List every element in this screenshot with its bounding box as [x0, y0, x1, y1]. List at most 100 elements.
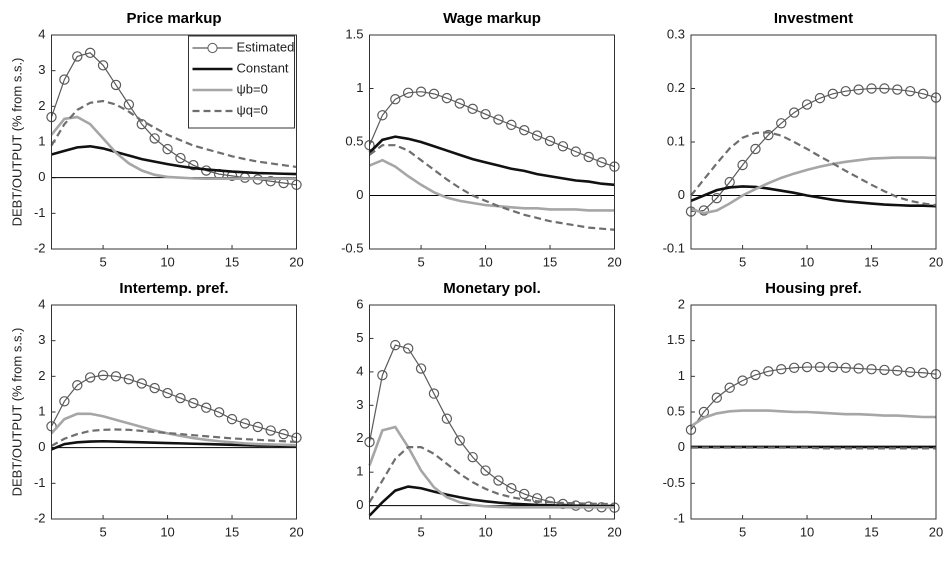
x-tick-label: 15 — [864, 254, 878, 269]
marker — [557, 141, 569, 152]
series-line — [368, 91, 615, 168]
marker — [149, 133, 160, 144]
x-tick-label: 10 — [160, 254, 174, 269]
marker — [853, 84, 864, 95]
axes-box — [369, 304, 615, 520]
panel-title: Wage markup — [443, 10, 541, 27]
series-line — [690, 366, 937, 431]
panel-title: Intertemp. pref. — [119, 280, 228, 297]
x-tick-label: 20 — [289, 254, 303, 269]
y-tick-label: -0.1 — [663, 240, 685, 255]
x-tick-label: 15 — [543, 254, 557, 269]
axes-box — [369, 34, 615, 250]
series-line — [368, 425, 615, 509]
panel: Investment -0.1 0 0.1 0.2 0.3 5 10 15 20 — [663, 10, 944, 269]
marker — [892, 84, 903, 95]
x-tick-label: 20 — [929, 524, 943, 539]
marker — [879, 364, 890, 376]
x-tick-label: 5 — [417, 254, 424, 269]
marker — [201, 402, 212, 413]
series-line — [368, 485, 615, 517]
x-tick-label: 15 — [225, 524, 239, 539]
marker — [879, 83, 890, 94]
panel: Price markup DEBT/OUTPUT (% from s.s.) -2 -… — [9, 10, 303, 269]
y-tick-label: -1 — [34, 205, 46, 220]
marker — [123, 99, 135, 110]
axes-box — [690, 34, 937, 250]
marker — [110, 371, 122, 382]
marker — [596, 157, 607, 168]
marker — [788, 362, 800, 373]
series-line — [50, 115, 297, 181]
marker — [390, 93, 401, 105]
y-tick-label: 2 — [38, 368, 45, 383]
y-tick-label: 1.5 — [667, 332, 685, 347]
marker — [814, 92, 826, 104]
marker — [531, 493, 543, 504]
y-tick-label: 6 — [356, 296, 363, 311]
x-tick-label: 5 — [99, 524, 106, 539]
marker — [866, 83, 877, 94]
y-tick-label: -2 — [34, 510, 46, 525]
marker — [454, 98, 465, 109]
marker — [278, 428, 289, 440]
axes-box — [51, 34, 297, 250]
y-tick-label: 3 — [38, 62, 45, 77]
series-line — [368, 344, 615, 509]
marker — [905, 366, 916, 378]
y-tick-label: 1 — [38, 403, 45, 418]
marker — [59, 396, 70, 407]
y-tick-label: 0 — [38, 439, 45, 454]
marker — [162, 143, 173, 155]
y-tick-label: 1.5 — [345, 26, 363, 41]
marker — [441, 413, 453, 424]
marker — [377, 370, 388, 381]
marker — [110, 79, 122, 91]
series-line — [368, 135, 615, 187]
axes-box — [690, 304, 937, 520]
marker — [905, 85, 916, 97]
marker — [402, 87, 414, 98]
y-tick-label: 4 — [38, 296, 45, 311]
y-tick-label: 3 — [38, 332, 45, 347]
legend-label: Estimated — [237, 39, 295, 54]
legend-label: Constant — [237, 60, 289, 75]
series-line — [690, 131, 937, 207]
x-tick-label: 5 — [417, 524, 424, 539]
x-tick-label: 10 — [160, 524, 174, 539]
series-line — [368, 144, 615, 231]
marker — [377, 110, 388, 121]
y-axis-label: DEBT/OUTPUT (% from s.s.) — [9, 58, 24, 227]
series-line — [51, 439, 297, 451]
legend-box — [188, 35, 295, 129]
marker — [72, 380, 83, 391]
x-tick-label: 20 — [607, 524, 621, 539]
x-tick-label: 20 — [289, 524, 303, 539]
marker — [428, 88, 440, 100]
y-tick-label: 2 — [38, 98, 45, 113]
marker — [415, 363, 427, 374]
y-tick-label: -1 — [673, 510, 685, 525]
marker — [467, 451, 478, 463]
marker — [265, 425, 276, 436]
marker — [441, 92, 453, 104]
marker — [84, 372, 96, 383]
legend-label: ψb=0 — [237, 81, 268, 96]
panel-title: Investment — [774, 10, 853, 27]
marker — [506, 483, 517, 494]
y-tick-label: 0.5 — [345, 133, 363, 148]
x-tick-label: 15 — [225, 254, 239, 269]
marker — [917, 367, 929, 378]
panel-title: Housing pref. — [765, 280, 862, 297]
y-tick-label: 0 — [356, 497, 363, 512]
legend-marker — [207, 42, 218, 54]
marker — [252, 421, 264, 433]
marker — [750, 143, 761, 155]
marker — [737, 375, 748, 386]
y-tick-label: 0 — [356, 187, 363, 202]
y-tick-label: 0.3 — [667, 26, 685, 41]
y-tick-label: 0 — [678, 187, 685, 202]
marker — [97, 370, 109, 381]
marker — [59, 74, 70, 85]
series-line — [690, 409, 936, 428]
